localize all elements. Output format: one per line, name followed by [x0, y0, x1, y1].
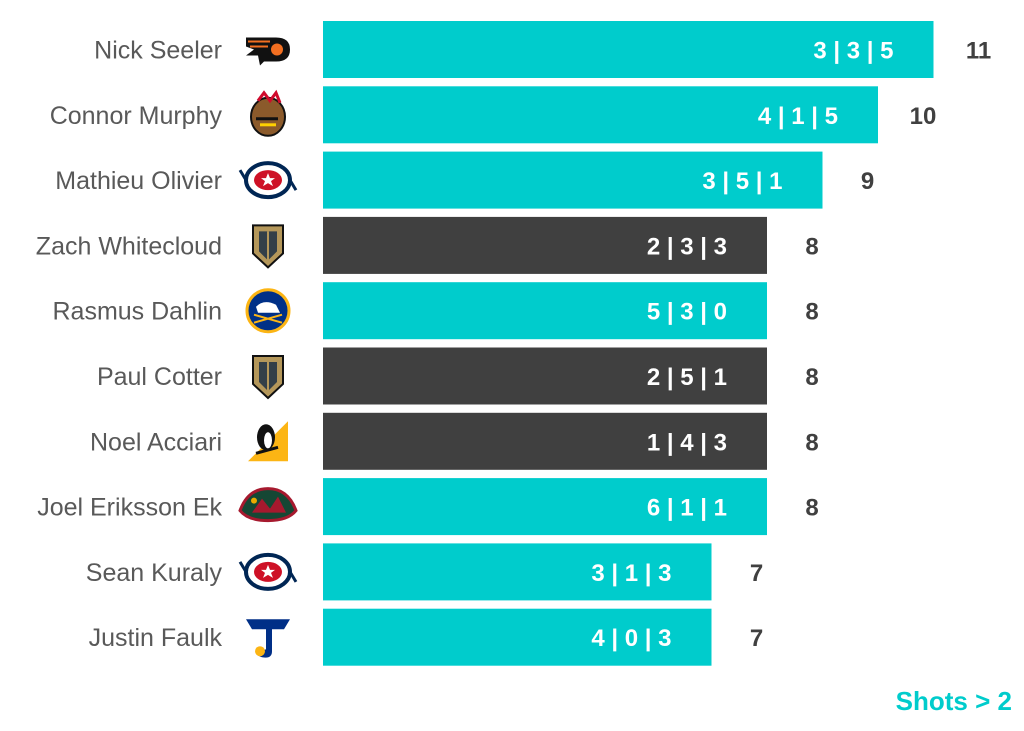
player-name-label: Zach Whitecloud	[36, 232, 222, 260]
player-name-label: Joel Eriksson Ek	[37, 494, 222, 522]
chart-row: Noel Acciari 1 | 4 | 3 8	[90, 412, 819, 470]
player-name-label: Sean Kuraly	[86, 559, 223, 587]
bar-total-label: 8	[805, 495, 818, 522]
player-name-label: Connor Murphy	[50, 102, 223, 130]
bar-breakdown-label: 1 | 4 | 3	[647, 429, 727, 456]
bar-total-label: 9	[861, 168, 874, 195]
bar	[323, 412, 767, 470]
bar-total-label: 8	[805, 299, 818, 326]
player-name-label: Justin Faulk	[89, 624, 223, 652]
chart-row: Joel Eriksson Ek 6 | 1 | 1 8	[37, 478, 819, 536]
blue-jackets-logo-icon	[238, 161, 298, 200]
bar	[323, 216, 767, 274]
blackhawks-logo-icon	[250, 89, 286, 137]
bar-breakdown-label: 6 | 1 | 1	[647, 495, 727, 522]
chart-row: Rasmus Dahlin 5 | 3 | 0 8	[52, 282, 819, 340]
bar-total-label: 8	[805, 233, 818, 260]
bar	[323, 282, 767, 340]
shots-threshold-note: Shots > 2	[895, 686, 1012, 716]
chart-row: Nick Seeler 3 | 3 | 5 11	[94, 21, 991, 78]
bar-breakdown-label: 4 | 1 | 5	[758, 103, 838, 130]
penguins-logo-icon	[248, 421, 288, 462]
blues-logo-icon	[246, 619, 290, 658]
blue-jackets-logo-icon	[238, 552, 298, 591]
bar-breakdown-label: 4 | 0 | 3	[591, 625, 671, 652]
bar	[323, 86, 878, 144]
bar-total-label: 7	[750, 560, 763, 587]
sabres-logo-icon	[245, 288, 291, 334]
golden-knights-logo-icon	[252, 224, 284, 269]
chart-row: Justin Faulk 4 | 0 | 3 7	[89, 608, 763, 666]
chart-row: Sean Kuraly 3 | 1 | 3 7	[86, 543, 763, 601]
bar	[323, 608, 712, 666]
player-name-label: Rasmus Dahlin	[52, 298, 222, 326]
bar-total-label: 7	[750, 625, 763, 652]
bar-total-label: 10	[910, 103, 937, 130]
chart-row: Connor Murphy 4 | 1 | 5 10	[50, 86, 937, 144]
bar-breakdown-label: 3 | 1 | 3	[591, 560, 671, 587]
player-name-label: Mathieu Olivier	[55, 167, 222, 195]
chart-row: Mathieu Olivier 3 | 5 | 1 9	[55, 151, 874, 209]
golden-knights-logo-icon	[252, 355, 284, 400]
flyers-logo-icon	[246, 37, 290, 66]
bar	[323, 151, 823, 209]
bar-breakdown-label: 2 | 5 | 1	[647, 364, 727, 391]
bar-total-label: 11	[966, 38, 991, 65]
bar	[323, 543, 712, 601]
bar	[323, 21, 934, 78]
bar-total-label: 8	[805, 364, 818, 391]
bar	[323, 478, 767, 536]
player-name-label: Noel Acciari	[90, 428, 222, 456]
bar-total-label: 8	[805, 429, 818, 456]
bar-breakdown-label: 5 | 3 | 0	[647, 299, 727, 326]
wild-logo-icon	[238, 487, 298, 523]
bar	[323, 347, 767, 405]
chart-row: Zach Whitecloud 2 | 3 | 3 8	[36, 216, 819, 274]
bar-breakdown-label: 3 | 3 | 5	[813, 38, 893, 65]
player-name-label: Paul Cotter	[97, 363, 222, 391]
chart-row: Paul Cotter 2 | 5 | 1 8	[97, 347, 819, 405]
player-name-label: Nick Seeler	[94, 37, 222, 65]
bar-breakdown-label: 2 | 3 | 3	[647, 233, 727, 260]
bar-breakdown-label: 3 | 5 | 1	[702, 168, 782, 195]
